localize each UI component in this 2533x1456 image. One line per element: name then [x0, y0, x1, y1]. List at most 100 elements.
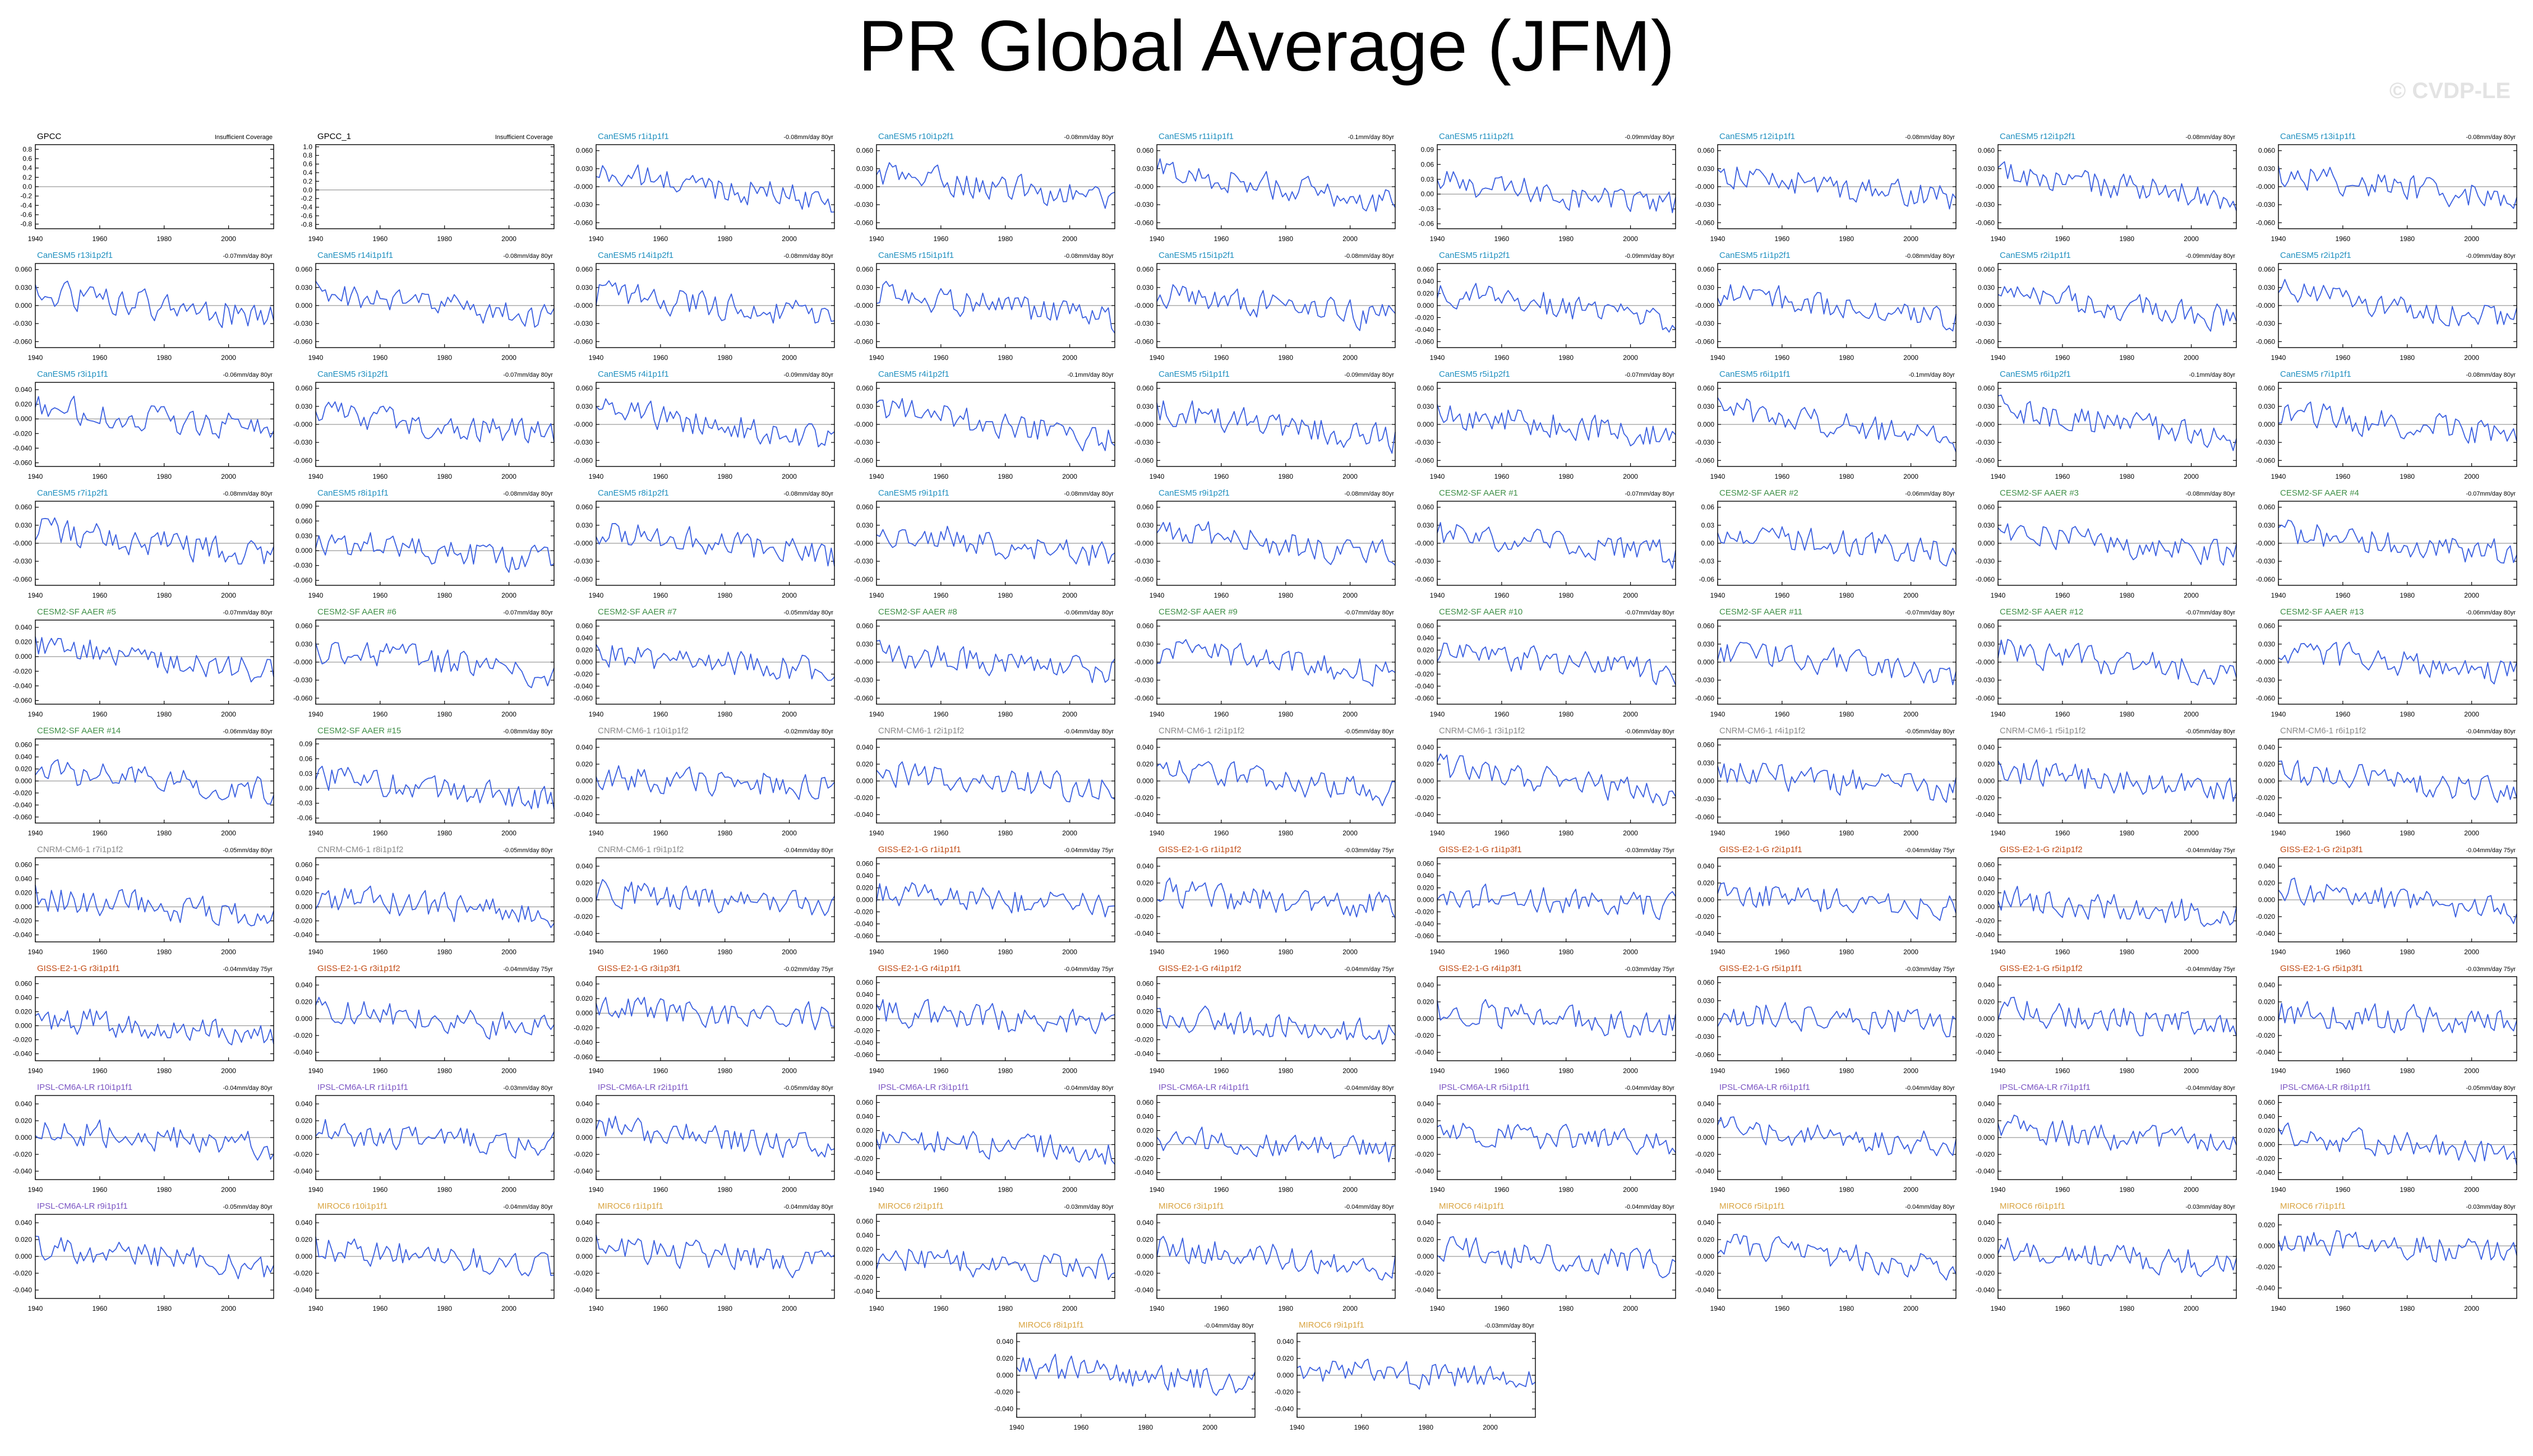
y-tick-label: 0.020	[2258, 879, 2275, 887]
x-tick-label: 2000	[1903, 948, 1918, 956]
series-line	[1437, 999, 1676, 1038]
y-tick-label: 0.040	[1277, 1338, 1294, 1346]
y-tick-label: -0.040	[1275, 1405, 1294, 1413]
panel-label: CanESM5 r9i1p1f1	[878, 488, 949, 498]
x-tick-label: 1960	[934, 473, 949, 480]
y-tick-label: -0.060	[854, 456, 873, 464]
x-axis: 1940 1960 1980 2000	[589, 344, 797, 362]
x-tick-label: 1960	[934, 1186, 949, 1194]
y-tick-label: -0.030	[854, 557, 873, 565]
panel-label: IPSL-CM6A-LR r6i1p1f1	[1719, 1083, 1810, 1092]
series-line	[596, 644, 835, 681]
trend-label: -0.08mm/day 80yr	[223, 491, 273, 497]
trend-label: -0.04mm/day 80yr	[1905, 1085, 1955, 1092]
y-tick-label: -0.6	[301, 212, 312, 220]
series-line	[2278, 641, 2517, 685]
panel-canesm5-r13i1p2f1-9: CanESM5 r13i1p2f1 -0.07mm/day 80yr0.0600.…	[13, 251, 274, 362]
trend-label: -0.07mm/day 80yr	[223, 609, 273, 616]
y-tick-label: -0.000	[2256, 183, 2275, 191]
series-line	[315, 885, 555, 928]
panel-label: CanESM5 r11i1p1f1	[1159, 132, 1234, 141]
plot-frame	[2278, 1095, 2517, 1180]
x-axis: 1940 1960 1980 2000	[308, 820, 516, 837]
x-tick-label: 1940	[1991, 354, 2006, 362]
series-line	[2278, 1230, 2517, 1263]
panel-giss-e2-1-g-r5i1p1f2-70: GISS-E2-1-G r5i1p1f2 -0.04mm/day 75yr0.04…	[1976, 964, 2237, 1075]
x-tick-label: 2000	[782, 1186, 797, 1194]
x-tick-label: 1980	[437, 591, 452, 599]
x-tick-label: 1940	[28, 710, 43, 718]
x-tick-label: 1940	[308, 1186, 324, 1194]
x-tick-label: 1980	[2400, 1067, 2415, 1075]
x-tick-label: 1960	[1494, 591, 1510, 599]
y-tick-label: -0.060	[13, 338, 32, 345]
y-tick-label: 0.000	[1137, 1141, 1154, 1149]
x-tick-label: 1960	[2336, 710, 2351, 718]
x-tick-label: 1940	[589, 948, 604, 956]
x-tick-label: 1980	[2119, 235, 2134, 243]
panel-label: CanESM5 r3i1p2f1	[317, 369, 389, 379]
panel-cnrm-cm6-1-r10i1p1f2-47: CNRM-CM6-1 r10i1p1f2 -0.02mm/day 80yr0.04…	[574, 726, 835, 837]
x-tick-label: 1980	[156, 1305, 172, 1312]
x-tick-label: 1980	[717, 1305, 732, 1312]
panel-label: MIROC6 r6i1p1f1	[2000, 1201, 2065, 1211]
x-axis: 1940 1960 1980 2000	[589, 939, 797, 956]
y-tick-label: 0.4	[303, 169, 312, 177]
x-tick-label: 1940	[1991, 1186, 2006, 1194]
x-tick-label: 1960	[2336, 235, 2351, 243]
trend-label: -0.07mm/day 80yr	[503, 609, 553, 616]
x-tick-label: 1960	[93, 1186, 108, 1194]
x-tick-label: 2000	[1062, 591, 1077, 599]
x-tick-label: 1940	[1710, 710, 1725, 718]
trend-label: -0.08mm/day 80yr	[783, 253, 833, 260]
x-tick-label: 1980	[717, 354, 732, 362]
plot-frame	[876, 1214, 1115, 1299]
trend-label: -0.03mm/day 80yr	[2466, 1204, 2516, 1210]
y-tick-label: -0.020	[1695, 1150, 1714, 1158]
x-tick-label: 2000	[1623, 1186, 1638, 1194]
y-tick-label: 0.000	[1417, 1015, 1434, 1023]
y-tick-label: 0.040	[856, 991, 873, 999]
x-tick-label: 1960	[1494, 235, 1510, 243]
trend-label: -0.06mm/day 80yr	[1064, 609, 1114, 616]
y-tick-label: 0.020	[856, 884, 873, 892]
y-tick-label: -0.060	[1134, 456, 1154, 464]
x-tick-label: 1940	[1991, 1305, 2006, 1312]
y-tick-label: 0.000	[2258, 1141, 2275, 1149]
y-tick-label: 0.030	[1697, 640, 1714, 648]
y-tick-label: -0.020	[13, 1036, 32, 1044]
x-axis: 1940 1960 1980 2000	[1430, 463, 1638, 480]
y-tick-label: -0.060	[293, 338, 312, 345]
x-tick-label: 2000	[501, 948, 516, 956]
panel-cesm2-sf-aaer-3-34: CESM2-SF AAER #3 -0.08mm/day 80yr0.0600.0…	[1976, 488, 2237, 599]
series-line	[1717, 1116, 1957, 1157]
panel-label: GISS-E2-1-G r1i1p1f1	[878, 845, 961, 854]
x-tick-label: 1980	[2400, 591, 2415, 599]
x-tick-label: 1940	[1430, 1186, 1445, 1194]
trend-label: -0.1mm/day 80yr	[1908, 372, 1955, 378]
x-axis: 1940 1960 1980 2000	[2271, 939, 2479, 956]
panel-label: CanESM5 r5i1p2f1	[1439, 369, 1510, 379]
series-line	[876, 999, 1115, 1034]
panel-ipsl-cm6a-lr-r6i1p1f1-78: IPSL-CM6A-LR r6i1p1f1 -0.04mm/day 80yr0.0…	[1695, 1083, 1957, 1194]
x-axis: 1940 1960 1980 2000	[1710, 582, 1918, 599]
x-axis: 1940 1960 1980 2000	[589, 1295, 797, 1312]
x-axis: 1940 1960 1980 2000	[2271, 820, 2479, 837]
y-tick-label: -0.2	[20, 192, 32, 200]
series-line	[876, 162, 1115, 209]
x-tick-label: 1960	[93, 948, 108, 956]
x-tick-label: 1980	[1278, 1067, 1293, 1075]
x-tick-label: 1960	[653, 829, 668, 837]
series-line	[1437, 1236, 1676, 1278]
y-tick-label: -0.040	[1976, 931, 1995, 939]
x-tick-label: 1940	[1991, 1067, 2006, 1075]
panel-label: MIROC6 r3i1p1f1	[1159, 1201, 1224, 1211]
x-tick-label: 1960	[934, 829, 949, 837]
panel-canesm5-r1i1p2f1-15: CanESM5 r1i1p2f1 -0.08mm/day 80yr0.0600.0…	[1695, 251, 1957, 362]
x-tick-label: 1980	[1278, 354, 1293, 362]
y-tick-label: 0.060	[15, 980, 32, 988]
